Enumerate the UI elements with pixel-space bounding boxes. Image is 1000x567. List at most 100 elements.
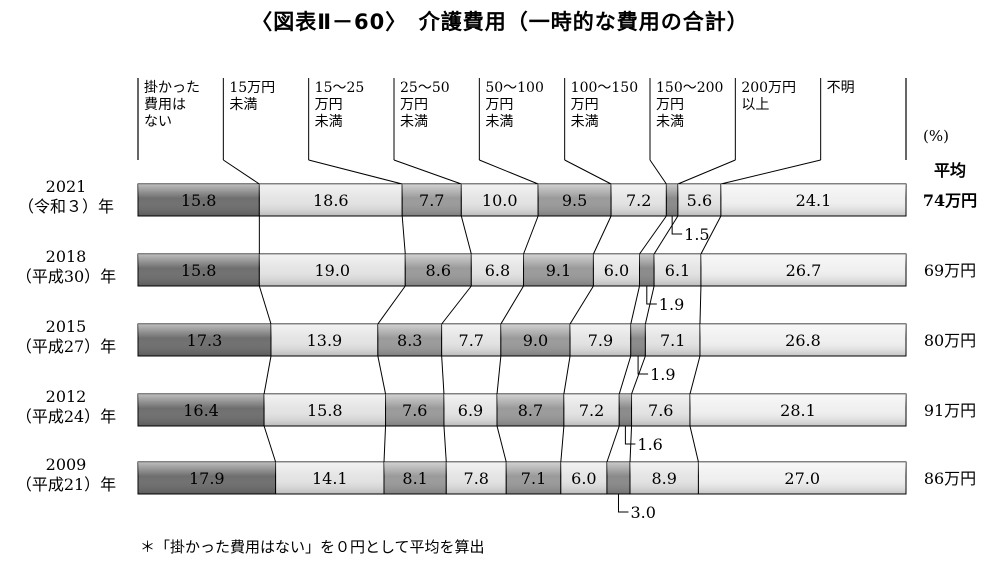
connector-line (630, 285, 640, 325)
legend-entry: 25～50 万円未満 (400, 80, 450, 130)
average-value: 69万円 (924, 261, 976, 280)
connector-line (460, 215, 472, 255)
category-year-label: 2012 (46, 387, 87, 406)
bar-segment-shade (720, 184, 906, 216)
bar-segment-shade (385, 394, 444, 426)
bar-value-label: 14.1 (312, 469, 348, 488)
connector-line (523, 215, 539, 255)
bar-value-label: 17.3 (187, 331, 223, 350)
bar-value-label: 7.7 (419, 191, 444, 210)
bar-segment-shade (699, 324, 906, 356)
bar-value-label: 7.2 (579, 401, 604, 420)
bar-value-label: 7.6 (402, 401, 427, 420)
bar-value-label: 8.1 (402, 469, 427, 488)
connector-line (560, 425, 565, 463)
category-year-label: 2021 (46, 177, 87, 196)
bar-value-label: 5.6 (687, 191, 712, 210)
bar-segment-shade (563, 394, 620, 426)
category-era-label: （令和３）年 (18, 197, 114, 216)
bar-value-label: 6.0 (604, 261, 629, 280)
bar-segment-shade (593, 254, 640, 286)
bar-segment-shade (560, 462, 607, 494)
connector-line (569, 285, 594, 325)
bar-segment-shade (384, 462, 447, 494)
bar-value-label: 28.1 (780, 401, 816, 420)
bar-segment-shade (377, 324, 442, 356)
category-era-label: （平成30）年 (16, 267, 116, 286)
bar-segment-shade (630, 324, 646, 356)
bar-value-label: 19.0 (314, 261, 350, 280)
bar-segment-shade (270, 324, 378, 356)
bar-segment-shade (402, 184, 462, 216)
bar-segment-shade (497, 394, 564, 426)
bar-segment-shade (700, 254, 906, 286)
bar-segment-shade (259, 254, 406, 286)
bar-value-label: 27.0 (784, 469, 820, 488)
connector-line (377, 285, 406, 325)
bar-value-label: 15.8 (181, 191, 217, 210)
bar-segment-shade (441, 324, 501, 356)
bar-segment-shade (639, 254, 655, 286)
bar-segment-shade (264, 394, 386, 426)
callout-value-label: 3.0 (630, 503, 655, 522)
connector-line (653, 215, 679, 255)
bar-value-label: 15.8 (181, 261, 217, 280)
bar-value-label: 7.8 (464, 469, 489, 488)
bar-value-label: 24.1 (796, 191, 832, 210)
connector-line (496, 425, 507, 463)
connector-line (644, 285, 655, 325)
bar-value-label: 9.0 (523, 331, 548, 350)
connector-line (639, 215, 667, 255)
bar-value-label: 8.3 (397, 331, 422, 350)
legend-pointer (564, 159, 612, 185)
bar-segment-shade (631, 394, 690, 426)
legend-pointer (677, 159, 736, 185)
footnote: ＊「掛かった費用はない」を０円として平均を算出 (140, 538, 485, 556)
bar-value-label: 9.1 (546, 261, 571, 280)
legend-entry: 200万円以上 (741, 80, 796, 113)
bar-value-label: 8.7 (518, 401, 543, 420)
connector-line (563, 355, 571, 395)
bar-value-label: 7.9 (588, 331, 613, 350)
legend-entry: 100～150 万円未満 (571, 80, 638, 130)
category-era-label: （平成24）年 (16, 407, 116, 426)
bar-value-label: 15.8 (307, 401, 343, 420)
legend-entry: 150～200 万円未満 (656, 80, 723, 130)
bar-segment-shade (666, 184, 678, 216)
callout-value-label: 1.9 (650, 365, 675, 384)
legend-pointer (223, 159, 260, 185)
connector-line (618, 355, 632, 395)
bar-value-label: 6.9 (458, 401, 483, 420)
connector-line (441, 285, 472, 325)
average-header: 平均 (934, 161, 966, 180)
bar-segment-shade (259, 184, 403, 216)
average-value: 80万円 (924, 331, 976, 350)
bar-segment-shade (689, 394, 906, 426)
connector-line (258, 285, 272, 325)
callout-line (617, 494, 629, 513)
callout-value-label: 1.5 (684, 225, 709, 244)
connector-line (689, 425, 699, 463)
legend-pointer (393, 159, 462, 185)
bar-value-label: 26.7 (786, 261, 822, 280)
bar-segment-shade (461, 184, 539, 216)
callout-line (637, 356, 649, 375)
bar-segment-shade (138, 394, 265, 426)
legend-pointer (649, 159, 667, 185)
average-value: 91万円 (924, 401, 976, 420)
connector-line (592, 215, 612, 255)
bar-value-label: 17.9 (189, 469, 225, 488)
bar-value-label: 6.1 (665, 261, 690, 280)
bar-segment-shade (446, 462, 507, 494)
bar-value-label: 13.9 (307, 331, 343, 350)
bar-segment-shade (138, 324, 271, 356)
bar-segment-shade (506, 462, 561, 494)
legend-pointer (308, 159, 403, 185)
bar-segment-shade (405, 254, 472, 286)
bar-segment-shade (606, 462, 631, 494)
bar-value-label: 6.0 (571, 469, 596, 488)
category-year-label: 2015 (46, 317, 87, 336)
legend-entry: 不明 (827, 80, 855, 96)
bar-segment-shade (570, 324, 631, 356)
bar-segment-shade (500, 324, 571, 356)
